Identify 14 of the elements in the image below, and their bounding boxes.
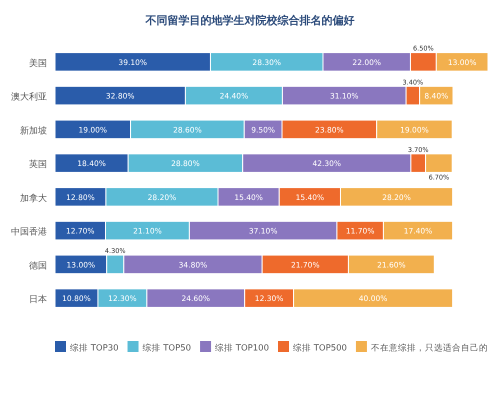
legend-label: 综排 TOP100: [215, 342, 269, 354]
y-tick-label: 英国: [29, 159, 47, 170]
legend-label: 不在意综排，只选适合自己的: [370, 342, 488, 354]
y-tick-label: 日本: [29, 294, 47, 306]
chart-title: 不同留学目的地学生对院校综合排名的偏好: [144, 14, 354, 27]
y-tick-label: 中国香港: [11, 226, 47, 238]
y-tick-label: 加拿大: [20, 192, 47, 204]
legend-label: 综排 TOP500: [293, 342, 347, 354]
y-tick-label: 美国: [29, 58, 47, 69]
y-tick-label: 澳大利亚: [11, 92, 47, 103]
legend-label: 综排 TOP30: [70, 342, 119, 354]
legend-label: 综排 TOP50: [142, 342, 192, 354]
y-tick-label: 德国: [29, 260, 47, 272]
y-tick-label: 新加坡: [20, 125, 47, 136]
